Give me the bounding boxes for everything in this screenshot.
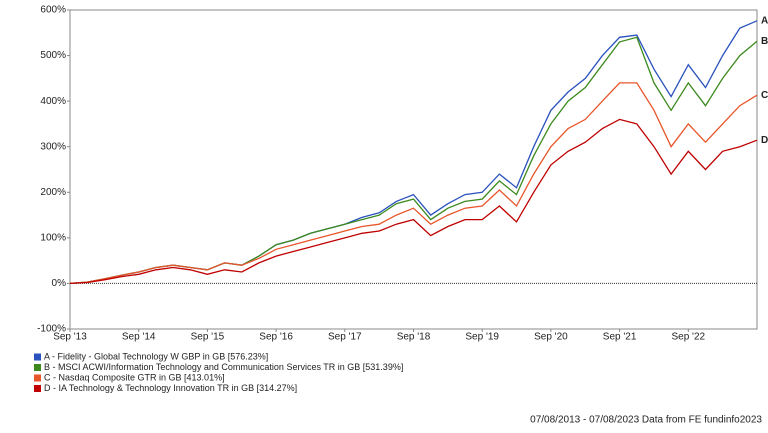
x-tick-label: Sep '20 xyxy=(534,332,568,343)
x-tick-label: Sep '14 xyxy=(122,332,156,343)
y-tick-label: 300% xyxy=(40,141,66,152)
legend-swatch xyxy=(34,364,41,371)
legend-label: D - IA Technology & Technology Innovatio… xyxy=(44,383,297,393)
y-tick-label: 500% xyxy=(40,50,66,61)
x-tick-label: Sep '16 xyxy=(259,332,293,343)
x-tick-label: Sep '19 xyxy=(465,332,499,343)
legend-swatch xyxy=(34,374,41,382)
end-label: C xyxy=(761,90,768,101)
plot-frame xyxy=(69,9,758,330)
series-line xyxy=(69,118,758,285)
legend-label: A - Fidelity - Global Technology W GBP i… xyxy=(44,351,268,361)
y-tick-label: -100% xyxy=(37,324,66,335)
x-tick-label: Sep '22 xyxy=(671,332,705,343)
legend-swatch xyxy=(34,353,41,361)
legend-label: C - Nasdaq Composite GTR in GB [413.01%] xyxy=(44,372,225,382)
legend-label: B - MSCI ACWI/Information Technology and… xyxy=(44,362,403,372)
end-label: D xyxy=(761,135,768,146)
x-tick-label: Sep '18 xyxy=(397,332,431,343)
y-tick-label: 600% xyxy=(40,5,66,16)
x-tick-label: Sep '15 xyxy=(191,332,225,343)
x-tick-label: Sep '21 xyxy=(603,332,637,343)
x-tick-label: Sep '13 xyxy=(53,332,87,343)
legend-swatch xyxy=(34,385,41,392)
y-tick-label: 0% xyxy=(52,278,67,289)
series-line xyxy=(69,36,758,285)
legend: A - Fidelity - Global Technology W GBP i… xyxy=(34,351,403,393)
y-tick-label: 200% xyxy=(40,187,66,198)
series-line xyxy=(69,20,758,285)
end-label: B xyxy=(761,36,768,47)
y-tick-label: 100% xyxy=(40,232,66,243)
end-label: A xyxy=(761,15,768,26)
y-tick-label: 400% xyxy=(40,96,66,107)
series-line xyxy=(69,82,758,285)
x-tick-label: Sep '17 xyxy=(328,332,362,343)
footer: 07/08/2013 - 07/08/2023 Data from FE fun… xyxy=(530,415,762,426)
